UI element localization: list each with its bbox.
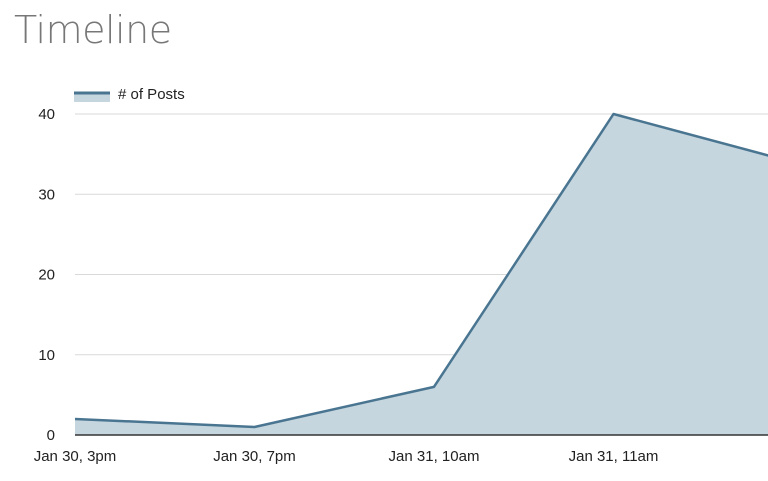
- y-tick-label: 40: [38, 106, 55, 123]
- x-tick-label: Jan 30, 3pm: [34, 448, 117, 465]
- data-point: [612, 112, 616, 116]
- data-point: [432, 385, 436, 389]
- y-tick-label: 0: [47, 427, 55, 444]
- x-tick-label: Jan 31, 11am: [569, 448, 659, 465]
- y-tick-label: 30: [38, 186, 55, 203]
- area-fill: [75, 114, 768, 435]
- axes: 0 10 20 30 40 Jan 30, 3pm Jan 30, 7pm Jan 31, 1…: [34, 106, 768, 465]
- series-line: [74, 112, 768, 429]
- data-point: [253, 425, 257, 429]
- y-tick-label: 10: [38, 347, 55, 364]
- area-series: [73, 112, 768, 435]
- x-tick-label: Jan 31, 10am: [389, 448, 480, 465]
- data-point: [73, 417, 77, 421]
- page-title: Timeline: [14, 8, 172, 52]
- legend-label: # of Posts: [118, 86, 185, 103]
- x-tick-label: Jan 30, 7pm: [213, 448, 296, 465]
- legend-swatch: [74, 92, 110, 102]
- legend: # of Posts: [74, 86, 185, 103]
- y-tick-label: 20: [38, 267, 55, 284]
